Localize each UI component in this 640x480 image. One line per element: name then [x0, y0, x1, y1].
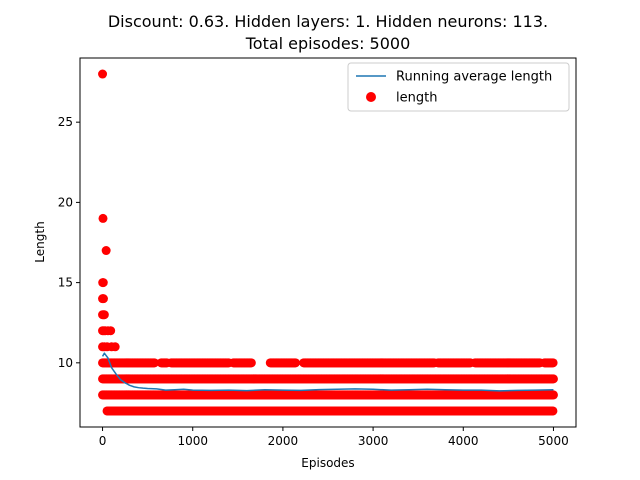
legend-box: [347, 62, 570, 112]
running-average-line: [101, 352, 554, 392]
running-average-series: [101, 352, 554, 392]
legend-label-length: length: [396, 91, 437, 106]
x-tick-label: 4000: [448, 434, 479, 448]
length-point: [149, 358, 159, 368]
chart-title-line-2: Total episodes: 5000: [245, 34, 411, 53]
x-tick-label: 5000: [538, 434, 569, 448]
plot-frame: [79, 57, 577, 428]
length-point: [548, 406, 558, 416]
length-point: [291, 358, 301, 368]
y-tick-label: 20: [58, 195, 73, 209]
legend: Running average length length: [347, 62, 570, 112]
length-point: [106, 326, 116, 336]
y-tick-label: 15: [58, 276, 73, 290]
length-point: [548, 358, 558, 368]
scatter-series: [98, 69, 558, 416]
length-point: [246, 358, 256, 368]
x-tick-label: 0: [99, 434, 107, 448]
x-axis: 0 1000 2000 3000 4000 5000: [99, 427, 569, 448]
x-tick-label: 2000: [268, 434, 299, 448]
legend-label-running-average: Running average length: [396, 70, 552, 85]
y-tick-label: 25: [58, 115, 73, 129]
x-tick-label: 3000: [358, 434, 389, 448]
length-point: [98, 213, 108, 223]
chart-title-line-1: Discount: 0.63. Hidden layers: 1. Hidden…: [108, 12, 548, 31]
x-axis-label: Episodes: [301, 456, 354, 470]
plot-area: [98, 69, 558, 416]
y-tick-label: 10: [58, 356, 73, 370]
length-point: [98, 294, 108, 304]
length-point: [99, 310, 109, 320]
length-point: [98, 69, 108, 79]
length-point: [110, 342, 120, 352]
x-tick-label: 1000: [177, 434, 208, 448]
y-axis: 10 15 20 25: [58, 115, 80, 370]
length-point: [548, 390, 558, 400]
length-point: [98, 278, 108, 288]
legend-scatter-swatch: [366, 92, 376, 102]
length-point: [548, 374, 558, 384]
length-point: [101, 246, 111, 256]
y-axis-label: Length: [33, 221, 47, 262]
